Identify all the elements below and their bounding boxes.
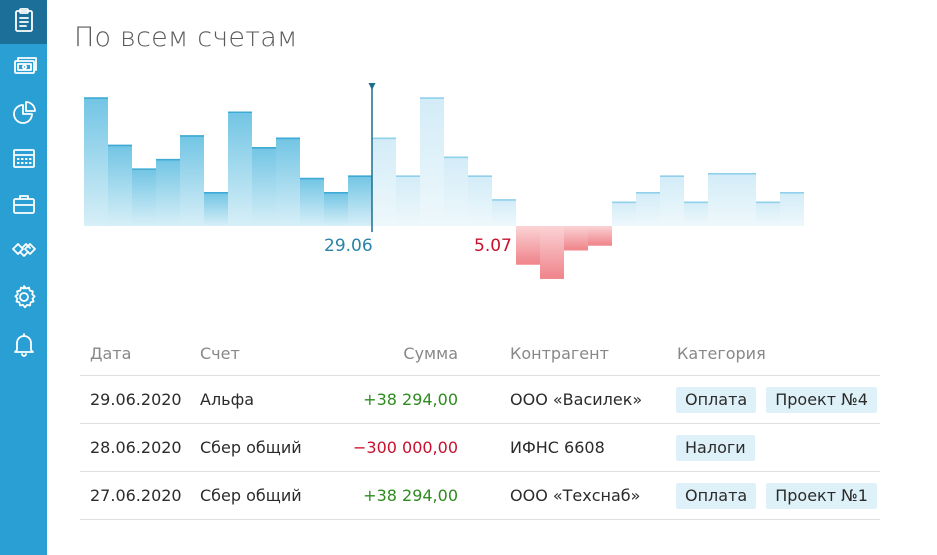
- chart-bar[interactable]: [444, 157, 468, 226]
- chart-bar[interactable]: [780, 192, 804, 226]
- chart-bar[interactable]: [204, 192, 228, 226]
- current-date-label: 29.06: [324, 236, 373, 256]
- chart-bar[interactable]: [636, 192, 660, 226]
- row-account: Сбер общий: [200, 438, 302, 457]
- chart-bar[interactable]: [132, 169, 156, 226]
- chart-bar-negative[interactable]: [516, 226, 540, 264]
- table-row[interactable]: 28.06.2020 Сбер общий −300 000,00 ИФНС 6…: [80, 424, 880, 472]
- sidebar-item-deals[interactable]: [0, 230, 47, 274]
- chart-bar[interactable]: [156, 159, 180, 226]
- sidebar-item-operations[interactable]: [0, 0, 47, 44]
- category-tag[interactable]: Налоги: [676, 435, 755, 461]
- row-counterparty: ООО «Техснаб»: [510, 486, 641, 505]
- row-account: Сбер общий: [200, 486, 302, 505]
- negative-balance-date-label: 5.07: [474, 236, 512, 256]
- chart-bar[interactable]: [108, 145, 132, 226]
- page-title: По всем счетам: [74, 22, 298, 53]
- transactions-table: Дата Счет Сумма Контрагент Категория 29.…: [80, 330, 880, 520]
- cashflow-chart: 29.06 5.07: [84, 83, 804, 279]
- chart-bar[interactable]: [420, 98, 444, 226]
- row-counterparty: ООО «Василек»: [510, 390, 643, 409]
- handshake-icon: [10, 236, 38, 268]
- category-tag[interactable]: Проект №1: [766, 483, 877, 509]
- table-row[interactable]: 27.06.2020 Сбер общий +38 294,00 ООО «Те…: [80, 472, 880, 520]
- chart-bar[interactable]: [660, 176, 684, 226]
- chart-bar[interactable]: [612, 202, 636, 226]
- table-row[interactable]: 29.06.2020 Альфа +38 294,00 ООО «Василек…: [80, 376, 880, 424]
- header-date[interactable]: Дата: [90, 344, 132, 363]
- chart-bar[interactable]: [276, 138, 300, 226]
- sidebar-item-accounts[interactable]: [0, 46, 47, 90]
- sidebar: [0, 0, 47, 555]
- row-date: 27.06.2020: [90, 486, 182, 505]
- chart-bar[interactable]: [84, 98, 108, 226]
- row-sum: +38 294,00: [363, 390, 458, 409]
- sidebar-item-calendar[interactable]: [0, 138, 47, 182]
- table-header: Дата Счет Сумма Контрагент Категория: [80, 330, 880, 376]
- chart-bar[interactable]: [372, 138, 396, 226]
- row-categories: Оплата Проект №1: [676, 483, 877, 509]
- header-account[interactable]: Счет: [200, 344, 240, 363]
- chart-bar-negative[interactable]: [564, 226, 588, 250]
- chart-bar[interactable]: [348, 176, 372, 226]
- chart-bar[interactable]: [492, 199, 516, 226]
- chart-bar[interactable]: [252, 147, 276, 226]
- category-tag[interactable]: Оплата: [676, 387, 757, 413]
- chart-bar[interactable]: [732, 173, 756, 226]
- category-tag[interactable]: Оплата: [676, 483, 757, 509]
- header-counterparty[interactable]: Контрагент: [510, 344, 609, 363]
- header-category[interactable]: Категория: [677, 344, 766, 363]
- row-counterparty: ИФНС 6608: [510, 438, 605, 457]
- bell-icon: [10, 330, 38, 362]
- row-sum: +38 294,00: [363, 486, 458, 505]
- calendar-icon: [10, 144, 38, 176]
- pie-chart-icon: [10, 98, 38, 130]
- chart-bar[interactable]: [468, 176, 492, 226]
- chart-bar-negative[interactable]: [588, 226, 612, 245]
- sidebar-item-settings[interactable]: [0, 277, 47, 321]
- row-account: Альфа: [200, 390, 255, 409]
- chart-bar[interactable]: [180, 135, 204, 226]
- chart-bar[interactable]: [756, 202, 780, 226]
- chart-bar[interactable]: [684, 202, 708, 226]
- chart-bar-negative[interactable]: [540, 226, 564, 279]
- banknote-icon: [10, 52, 38, 84]
- row-date: 29.06.2020: [90, 390, 182, 409]
- current-date-marker-head: [368, 83, 376, 90]
- gear-icon: [10, 283, 38, 315]
- cashflow-chart-svg: [84, 83, 804, 279]
- chart-bar[interactable]: [324, 192, 348, 226]
- chart-bar[interactable]: [300, 178, 324, 226]
- row-categories: Налоги: [676, 435, 755, 461]
- clipboard-icon: [10, 6, 38, 38]
- briefcase-icon: [10, 190, 38, 222]
- chart-bar[interactable]: [396, 176, 420, 226]
- sidebar-item-notifications[interactable]: [0, 324, 47, 368]
- row-sum: −300 000,00: [352, 438, 458, 457]
- sidebar-item-projects[interactable]: [0, 184, 47, 228]
- chart-bar[interactable]: [228, 112, 252, 226]
- row-date: 28.06.2020: [90, 438, 182, 457]
- chart-bar[interactable]: [708, 173, 732, 226]
- category-tag[interactable]: Проект №4: [766, 387, 877, 413]
- header-sum[interactable]: Сумма: [403, 344, 458, 363]
- row-categories: Оплата Проект №4: [676, 387, 877, 413]
- sidebar-item-reports[interactable]: [0, 92, 47, 136]
